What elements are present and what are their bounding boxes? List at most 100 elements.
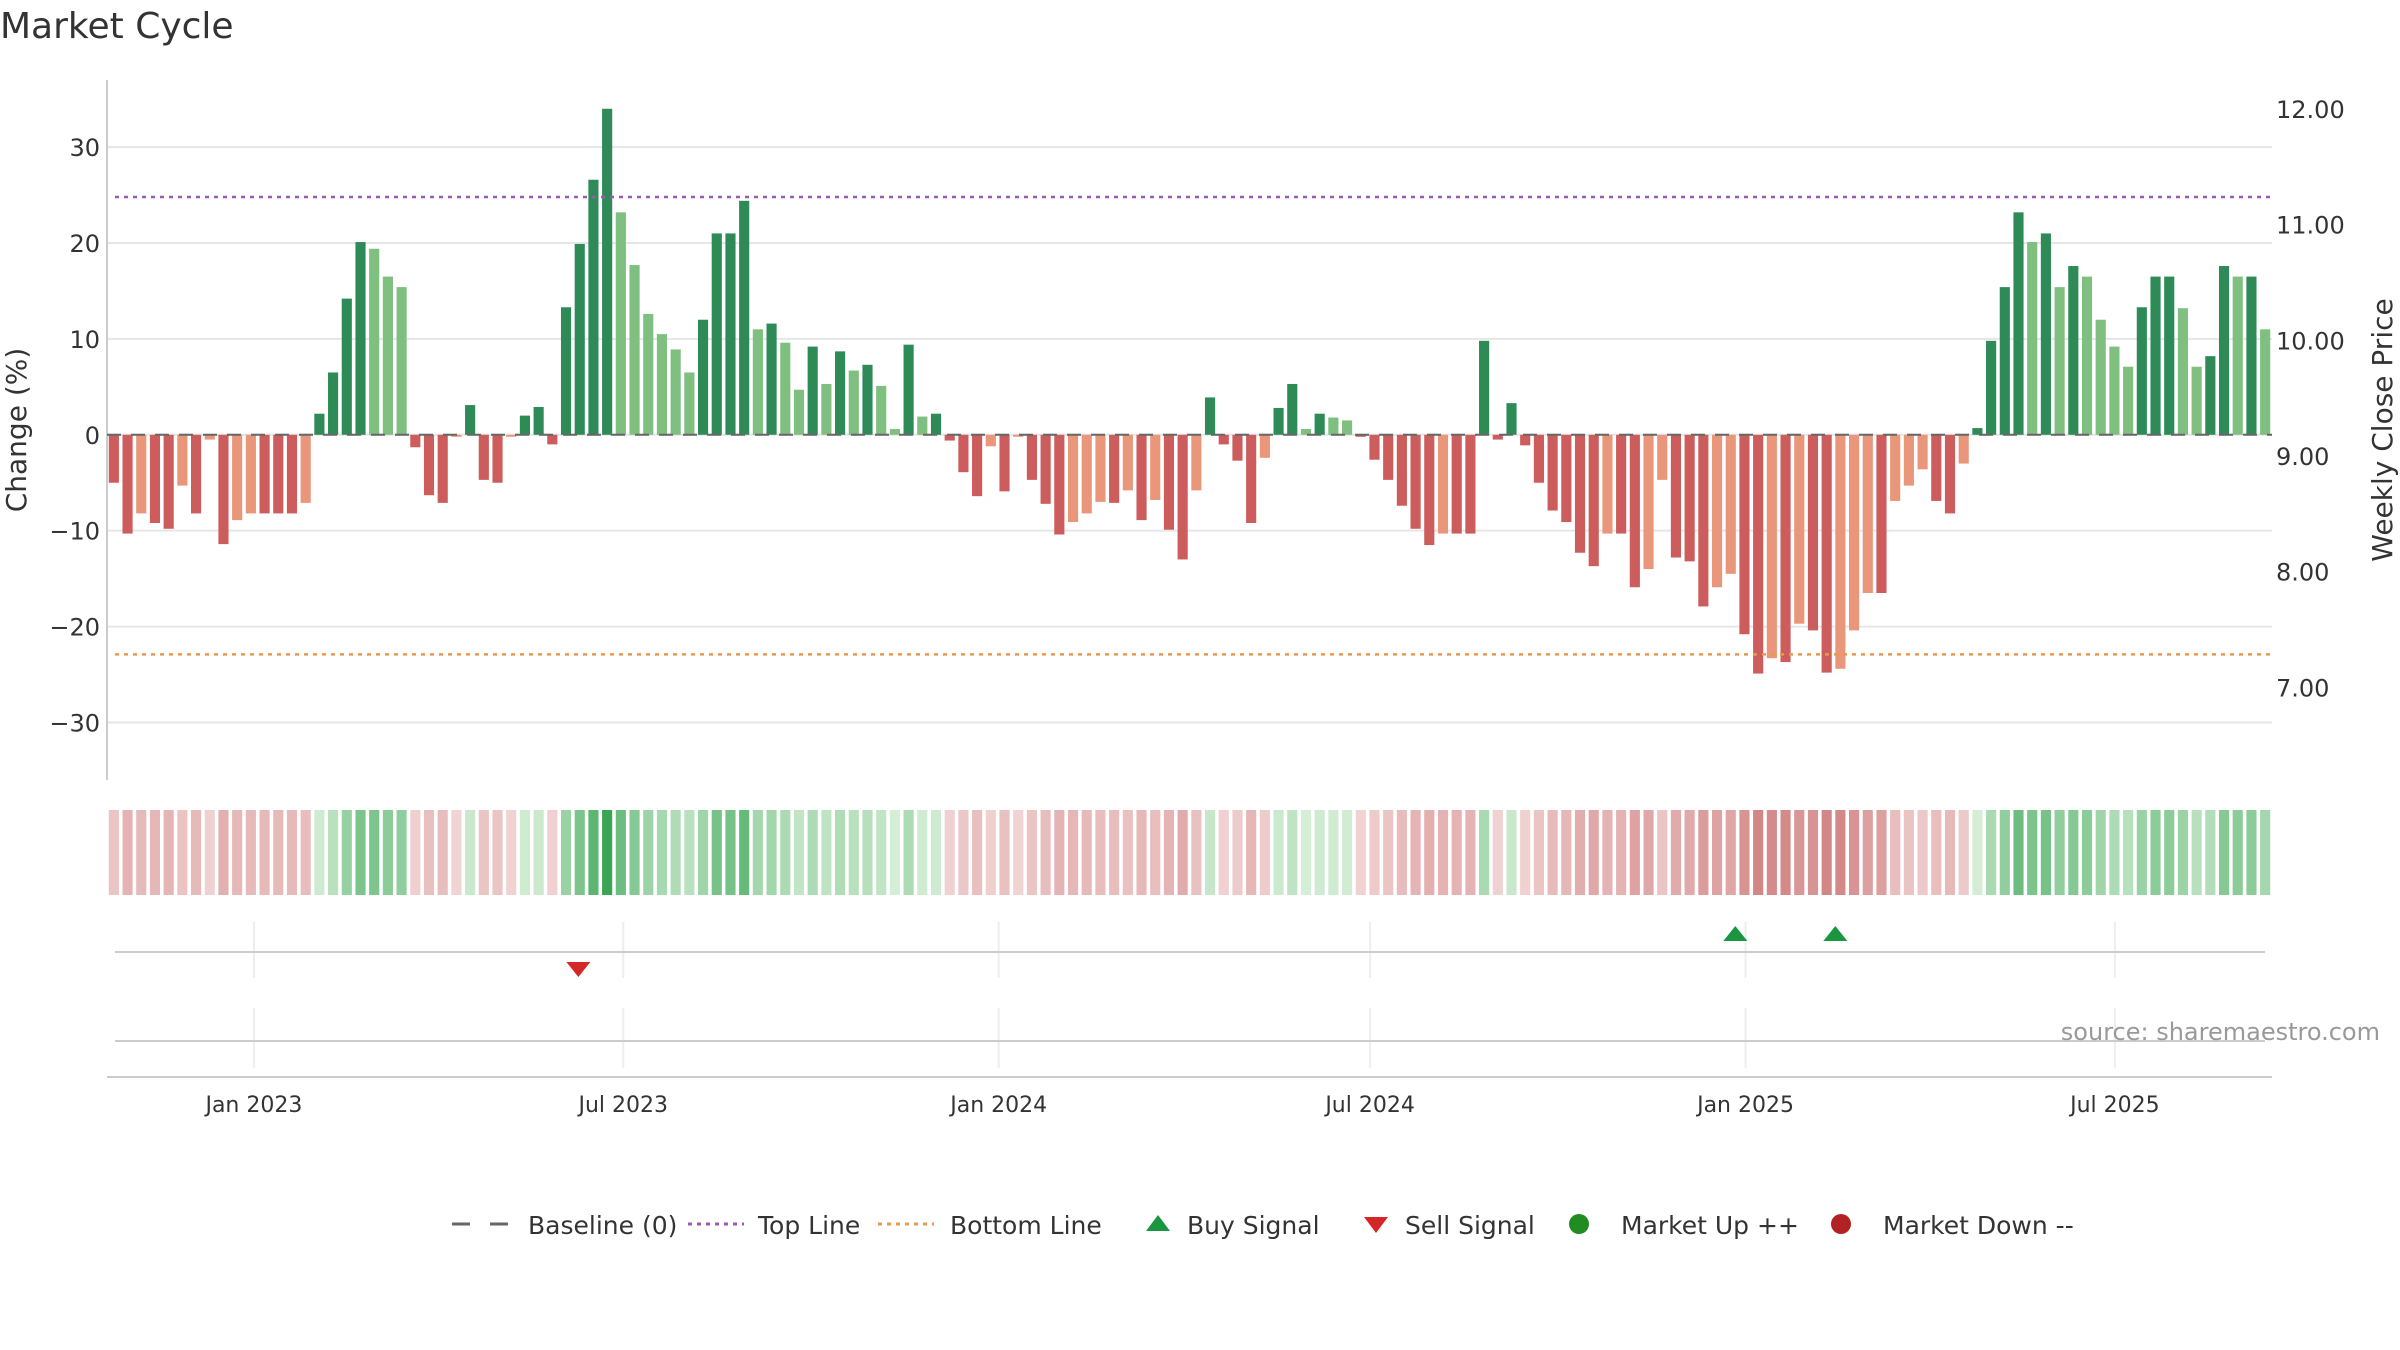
change-bar xyxy=(1013,434,1024,437)
cycle-strip-cell xyxy=(1328,810,1339,895)
cycle-strip-cell xyxy=(465,810,476,895)
cycle-strip-cell xyxy=(1396,810,1407,895)
cycle-strip-cell xyxy=(1958,810,1969,895)
change-bar xyxy=(1944,434,1956,514)
cycle-strip-cell xyxy=(1492,810,1503,895)
change-bar xyxy=(314,413,325,435)
y2-tick-label: 10.00 xyxy=(2276,327,2345,355)
change-bar xyxy=(780,342,791,435)
legend-item: Buy Signal xyxy=(1146,1211,1320,1240)
change-bar xyxy=(1903,434,1914,486)
cycle-strip-cell xyxy=(1465,810,1476,895)
cycle-strip-cell xyxy=(793,810,805,895)
cycle-strip-cell xyxy=(1246,810,1257,895)
change-bar xyxy=(2013,212,2024,435)
change-bar xyxy=(1917,434,1928,470)
legend-triangle-down-icon xyxy=(1364,1217,1388,1233)
change-bar xyxy=(697,319,709,435)
sell-signal-marker xyxy=(566,962,591,977)
change-bar xyxy=(670,349,681,435)
change-bar xyxy=(643,313,654,435)
cycle-strip-cell xyxy=(1849,810,1860,895)
change-bar xyxy=(1424,434,1435,546)
cycle-strip-cell xyxy=(780,810,791,895)
chart-title: Market Cycle xyxy=(0,6,234,47)
change-bar xyxy=(1807,434,1819,631)
cycle-strip-cell xyxy=(232,810,243,895)
change-bar xyxy=(766,323,777,435)
change-bar xyxy=(1999,287,2010,435)
change-bar xyxy=(1657,434,1668,480)
y-tick-label: −20 xyxy=(49,614,100,642)
cycle-strip-cell xyxy=(766,810,777,895)
change-bar xyxy=(725,233,736,435)
cycle-strip-cell xyxy=(643,810,654,895)
cycle-strip-cell xyxy=(300,810,311,895)
cycle-strip-cell xyxy=(122,810,133,895)
cycle-strip-cell xyxy=(917,810,928,895)
cycle-strip-cell xyxy=(835,810,846,895)
cycle-strip-cell xyxy=(1177,810,1188,895)
cycle-strip-cell xyxy=(1451,810,1462,895)
change-bar xyxy=(1369,434,1380,460)
legend-label: Market Down -- xyxy=(1883,1211,2074,1240)
change-bar xyxy=(410,434,421,448)
change-bar xyxy=(1287,383,1298,435)
cycle-strip-cell xyxy=(1342,810,1353,895)
cycle-strip-cell xyxy=(1122,810,1133,895)
cycle-strip-cell xyxy=(149,810,161,895)
change-bar xyxy=(2260,329,2271,435)
cycle-strip-cell xyxy=(1588,810,1599,895)
change-bar xyxy=(2068,266,2079,435)
cycle-strip-cell xyxy=(862,810,873,895)
change-bar xyxy=(1300,429,1312,435)
x-tick-label: Jul 2023 xyxy=(576,1093,668,1118)
change-bar xyxy=(807,346,818,435)
cycle-strip-cell xyxy=(1314,810,1325,895)
change-bar xyxy=(602,108,613,435)
cycle-strip-cell xyxy=(286,810,298,895)
cycle-strip-cell xyxy=(396,810,407,895)
change-bar xyxy=(1849,434,1860,631)
cycle-strip-cell xyxy=(451,810,462,895)
change-bar xyxy=(218,434,229,545)
cycle-strip-cell xyxy=(204,810,215,895)
cycle-strip-cell xyxy=(2136,810,2147,895)
cycle-strip-cell xyxy=(1711,810,1723,895)
cycle-strip-cell xyxy=(615,810,626,895)
change-bar xyxy=(2164,276,2175,435)
legend-label: Top Line xyxy=(757,1211,860,1240)
cycle-strip-cell xyxy=(1163,810,1175,895)
cycle-strip-cell xyxy=(1862,810,1873,895)
change-bar xyxy=(465,405,476,435)
change-bar xyxy=(492,434,503,483)
change-bar xyxy=(149,434,161,524)
change-bar xyxy=(1492,434,1503,440)
change-bar xyxy=(204,434,215,440)
legend: Baseline (0) Top Line Bottom Line Buy Signa… xyxy=(452,1211,2074,1240)
cycle-strip-cell xyxy=(930,810,942,895)
cycle-strip-cell xyxy=(1300,810,1312,895)
y-tick-label: 20 xyxy=(69,230,100,258)
change-bar xyxy=(889,429,900,435)
x-tick-label: Jul 2024 xyxy=(1323,1093,1415,1118)
change-bar xyxy=(1890,434,1901,501)
change-bar xyxy=(1862,434,1873,594)
cycle-strip-cell xyxy=(1506,810,1517,895)
cycle-strip-cell xyxy=(807,810,818,895)
cycle-strip-cell xyxy=(1204,810,1216,895)
market-panel: source: sharemaestro.com Jan 2023 Jul 202… xyxy=(107,1008,2380,1118)
x-tick-label: Jul 2025 xyxy=(2068,1093,2160,1118)
legend-label: Bottom Line xyxy=(950,1211,1102,1240)
cycle-strip-cell xyxy=(739,810,750,895)
cycle-strip-cell xyxy=(1232,810,1243,895)
cycle-strip-cell xyxy=(314,810,325,895)
change-bar xyxy=(341,298,352,435)
change-bar xyxy=(1451,434,1462,534)
cycle-strip-cell xyxy=(136,810,147,895)
change-bar xyxy=(1629,434,1640,588)
y-axis-label: Change (%) xyxy=(0,348,33,513)
change-bar xyxy=(793,389,805,435)
source-text: source: sharemaestro.com xyxy=(2061,1018,2380,1046)
cycle-strip-cell xyxy=(2081,810,2093,895)
